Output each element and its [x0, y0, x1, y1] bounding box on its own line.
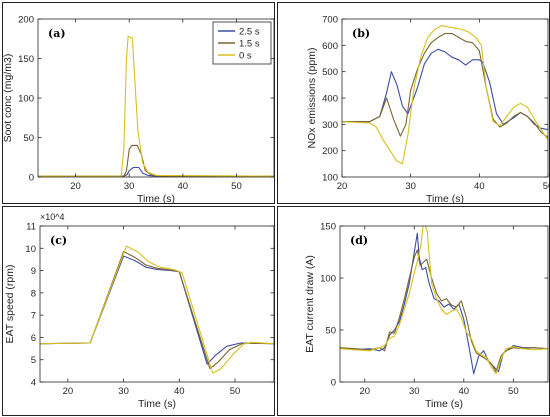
x-tick-label: 50 — [508, 386, 519, 397]
y-axis-label: Soot conc (mg/m3) — [2, 54, 14, 143]
y-tick-label: 400 — [322, 94, 338, 105]
plot-area — [342, 19, 548, 177]
series-line-1-5-s — [342, 32, 548, 139]
y-tick-label: 5 — [31, 355, 36, 366]
x-tick-label: 50 — [231, 181, 242, 192]
panel-tag: (a) — [48, 27, 66, 40]
series-line-1-5-s — [40, 251, 274, 370]
y-axis-label: EAT current draw (A) — [304, 255, 316, 353]
x-tick-label: 20 — [70, 181, 81, 192]
panel-1: 20 30 40 50 0 50 100 150 200 Time (s) Soot conc (m… — [2, 2, 275, 205]
x-tick-label: 30 — [409, 386, 420, 397]
y-tick-label: 200 — [322, 146, 338, 157]
x-tick-label: 40 — [174, 386, 185, 397]
series-line-0-s — [342, 25, 548, 165]
y-tick-label: 0 — [29, 173, 34, 184]
series-line-2-5-s — [340, 232, 548, 375]
y-tick-label: 50 — [325, 326, 336, 337]
y-axis-exponent-label: ×10^4 — [40, 212, 65, 222]
y-tick-label: 50 — [23, 133, 34, 144]
x-tick-label: 20 — [337, 181, 348, 192]
x-tick-label: 40 — [178, 181, 189, 192]
panel-3: 20 30 40 50 4 5 6 7 8 9 10 11 Time (s) EAT speed (rpm… — [2, 206, 275, 416]
y-tick-label: 700 — [322, 15, 338, 26]
legend: 2.5 s1.5 s0 s — [212, 21, 272, 65]
plot-area — [40, 226, 274, 382]
panel-frame — [2, 2, 275, 204]
series-line-2-5-s — [342, 48, 548, 131]
y-axis-label: EAT speed (rpm) — [4, 265, 16, 344]
x-tick-label: 40 — [474, 181, 485, 192]
x-tick-label: 20 — [359, 386, 370, 397]
x-axis-label: Time (s) — [137, 193, 175, 205]
x-tick-label: 50 — [230, 386, 241, 397]
y-tick-label: 100 — [320, 274, 336, 285]
y-tick-label: 200 — [18, 15, 34, 26]
legend-entry: 0 s — [239, 51, 252, 62]
y-tick-label: 150 — [320, 222, 336, 233]
panel-4: 20 30 40 50 0 50 100 150 Time (s) EAT current dra… — [277, 206, 550, 416]
y-tick-label: 7 — [31, 311, 36, 322]
series-group — [38, 35, 274, 177]
panel-tag: (c) — [50, 234, 67, 247]
plot-area — [340, 226, 548, 382]
series-line-1-5-s — [340, 249, 548, 373]
x-tick-label: 30 — [124, 181, 135, 192]
series-line-0-s — [38, 35, 274, 177]
y-tick-label: 10 — [25, 244, 36, 255]
series-group — [342, 25, 548, 165]
y-tick-label: 300 — [322, 120, 338, 131]
panel-tag: (b) — [352, 27, 370, 40]
series-line-2-5-s — [38, 166, 274, 177]
legend-entry: 1.5 s — [239, 39, 260, 50]
y-tick-label: 100 — [18, 94, 34, 105]
y-tick-label: 100 — [322, 173, 338, 184]
legend-entry: 2.5 s — [239, 27, 260, 38]
axis-box — [39, 225, 275, 383]
panel-frame — [2, 206, 275, 416]
x-axis-label: Time (s) — [426, 193, 464, 205]
panel-2: 20 30 40 50 100 200 300 400 500 600 700 Time (s) NOx… — [277, 2, 550, 205]
x-tick-label: 30 — [405, 181, 416, 192]
x-tick-label: 50 — [543, 181, 550, 192]
y-tick-label: 150 — [18, 54, 34, 65]
y-tick-label: 600 — [322, 41, 338, 52]
y-tick-label: 0 — [331, 378, 336, 389]
y-tick-label: 9 — [31, 266, 36, 277]
panel-tag: (d) — [350, 234, 368, 247]
series-group — [340, 226, 548, 375]
y-tick-label: 8 — [31, 288, 36, 299]
x-axis-label: Time (s) — [425, 398, 463, 410]
y-tick-label: 500 — [322, 67, 338, 78]
y-axis-label: NOx emissions (ppm) — [306, 48, 318, 149]
series-line-0-s — [40, 245, 274, 374]
x-tick-label: 30 — [118, 386, 129, 397]
x-tick-label: 20 — [63, 386, 74, 397]
series-line-0-s — [340, 226, 548, 375]
series-group — [40, 245, 274, 374]
y-tick-label: 11 — [26, 222, 36, 233]
y-tick-label: 6 — [31, 333, 36, 344]
x-tick-label: 40 — [459, 386, 470, 397]
x-axis-label: Time (s) — [138, 398, 176, 410]
axis-box — [339, 225, 549, 383]
y-tick-label: 4 — [31, 378, 36, 389]
